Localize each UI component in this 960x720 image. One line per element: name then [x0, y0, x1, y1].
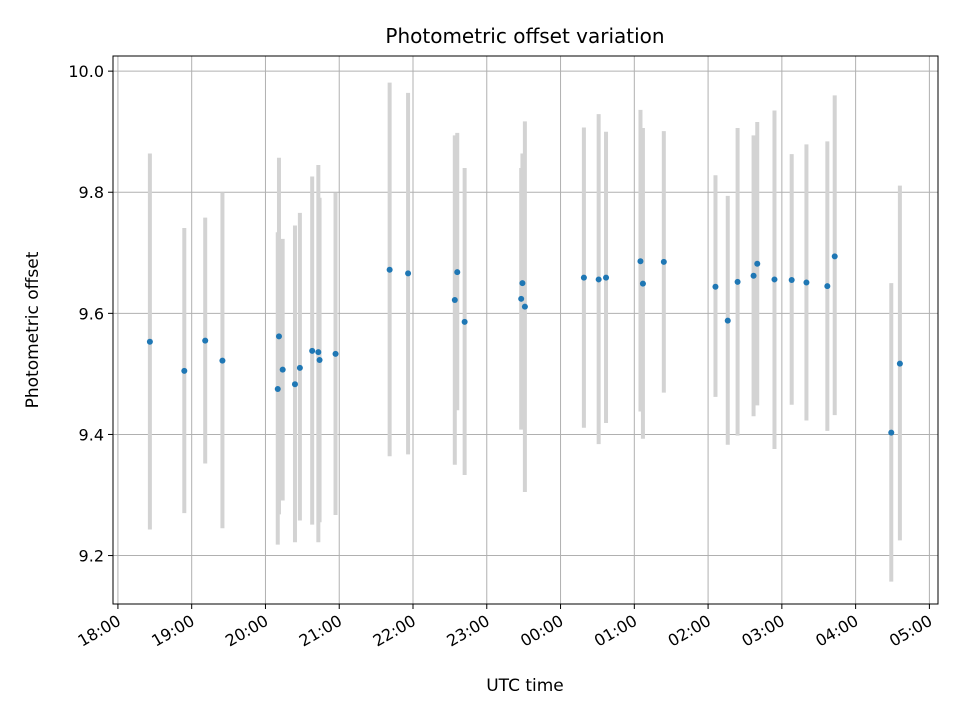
x-tick-label: 00:00 — [517, 611, 566, 651]
data-point — [316, 356, 323, 363]
data-point — [750, 272, 757, 279]
data-point — [518, 295, 525, 302]
y-tick-label: 9.6 — [79, 304, 104, 323]
y-tick-label: 9.4 — [79, 425, 104, 444]
data-point — [202, 337, 209, 344]
data-point — [291, 381, 298, 388]
data-point — [896, 360, 903, 367]
y-tick-label: 9.2 — [79, 547, 104, 566]
chart-title: Photometric offset variation — [385, 24, 664, 48]
data-point — [831, 253, 838, 260]
data-point — [712, 283, 719, 290]
x-tick-label: 02:00 — [665, 611, 714, 651]
data-point — [405, 270, 412, 277]
data-point — [461, 318, 468, 325]
data-point — [771, 276, 778, 283]
data-point — [660, 258, 667, 265]
data-point — [603, 274, 610, 281]
data-point — [754, 260, 761, 267]
x-tick-label: 01:00 — [591, 611, 640, 651]
x-tick-label: 05:00 — [886, 611, 935, 651]
data-point — [386, 266, 393, 273]
data-point — [315, 349, 322, 356]
data-point — [580, 274, 587, 281]
data-point — [309, 347, 316, 354]
data-points — [146, 253, 903, 436]
data-point — [279, 366, 286, 373]
x-tick-label: 21:00 — [296, 611, 345, 651]
x-tick-label: 20:00 — [222, 611, 271, 651]
data-point — [451, 297, 458, 304]
data-point — [824, 283, 831, 290]
data-point — [275, 333, 282, 340]
data-point — [788, 277, 795, 284]
data-point — [274, 386, 281, 393]
data-point — [724, 317, 731, 324]
plot-frame — [112, 55, 939, 605]
error-bars — [147, 82, 902, 582]
data-point — [888, 429, 895, 436]
x-tick-label: 04:00 — [812, 611, 861, 651]
y-tick-label: 10.0 — [68, 62, 104, 81]
data-point — [519, 280, 526, 287]
x-axis-title: UTC time — [486, 676, 564, 696]
data-point — [146, 338, 153, 345]
x-tick-label: 03:00 — [738, 611, 787, 651]
y-tick-label: 9.8 — [79, 183, 104, 202]
data-point — [296, 364, 303, 371]
data-point — [219, 357, 226, 364]
data-point — [454, 269, 461, 276]
data-point — [595, 276, 602, 283]
data-point — [639, 280, 646, 287]
x-tick-label: 19:00 — [148, 611, 197, 651]
data-point — [637, 258, 644, 265]
y-axis-title: Photometric offset — [23, 251, 43, 408]
x-tick-label: 22:00 — [370, 611, 419, 651]
data-point — [332, 350, 339, 357]
data-point — [803, 279, 810, 286]
x-tick-label: 23:00 — [443, 611, 492, 651]
x-tick-label: 18:00 — [74, 611, 123, 651]
data-point — [521, 303, 528, 310]
data-point — [181, 367, 188, 374]
data-point — [734, 278, 741, 285]
